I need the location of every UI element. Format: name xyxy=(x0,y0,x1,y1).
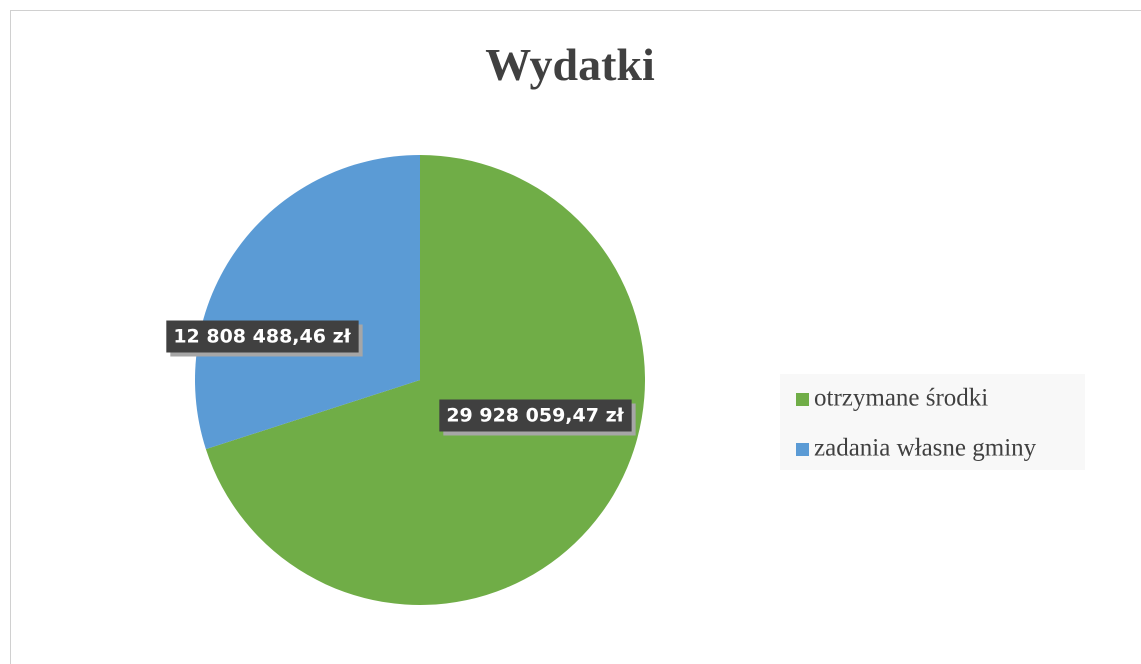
legend-swatch xyxy=(796,443,809,456)
data-label-box xyxy=(166,320,359,353)
pie xyxy=(195,155,646,606)
pie-slice xyxy=(205,155,646,606)
legend-label: otrzymane środki xyxy=(814,385,988,412)
legend: otrzymane środki zadania własne gminy xyxy=(796,385,1037,462)
legend-swatch xyxy=(796,393,809,406)
data-label-box xyxy=(439,399,632,432)
data-label: 12 808 488,46 zł xyxy=(173,326,351,348)
pie-slice xyxy=(195,155,420,450)
legend-box xyxy=(780,374,1085,470)
data-labels: 29 928 059,47 zł 12 808 488,46 zł xyxy=(166,320,636,436)
legend-label: zadania własne gminy xyxy=(814,435,1037,462)
chart-title: Wydatki xyxy=(485,39,655,90)
data-label: 29 928 059,47 zł xyxy=(446,405,624,427)
